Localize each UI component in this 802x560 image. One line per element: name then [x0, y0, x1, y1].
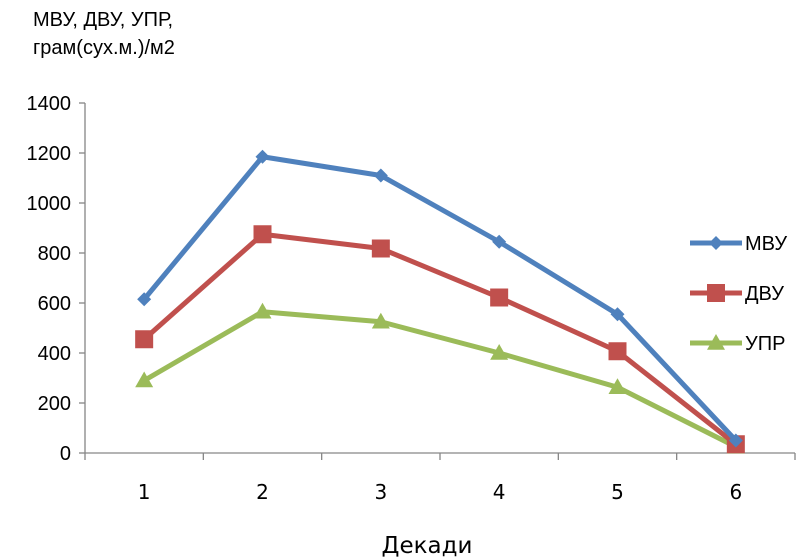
data-point [137, 292, 152, 307]
y-tick-label: 1200 [27, 143, 72, 165]
data-point [608, 378, 627, 394]
y-axis-title-line-1: МВУ, ДВУ, УПР, [33, 9, 174, 31]
data-point [253, 225, 272, 244]
data-point [371, 312, 390, 329]
legend-label: УПР [745, 333, 785, 355]
data-point [490, 344, 509, 360]
legend-label: МВУ [745, 233, 787, 255]
series-layer [135, 149, 745, 454]
x-tick-label: 2 [256, 480, 269, 504]
x-tick-label: 5 [611, 480, 624, 504]
x-tick-label: 3 [374, 480, 387, 504]
x-tick-label: 6 [729, 480, 742, 504]
series-line [141, 154, 739, 443]
series-1 [137, 149, 743, 448]
data-point [610, 307, 625, 322]
y-tick-label: 800 [38, 243, 71, 265]
chart-axes: 0 200 400 600 800 1000 1200 1400 1 2 3 4 5 6 [27, 93, 796, 504]
legend-label: ДВУ [745, 283, 784, 305]
y-tick-label: 600 [38, 293, 71, 315]
legend-item: УПР [690, 333, 785, 355]
chart-legend: МВУ ДВУ УПР [690, 233, 787, 355]
x-axis-title: Декади [382, 533, 473, 559]
y-tick-label: 400 [38, 343, 71, 365]
y-axis-title: МВУ, ДВУ, УПР, грам(сух.м.)/м2 [33, 6, 175, 62]
data-point [490, 288, 509, 307]
data-point [608, 342, 627, 361]
legend-marker [709, 236, 723, 250]
series-3 [135, 302, 745, 454]
legend-item: МВУ [690, 233, 787, 255]
y-axis-title-line-2: грам(сух.м.)/м2 [33, 37, 175, 59]
y-tick-label: 1400 [27, 93, 72, 115]
x-tick-label: 4 [493, 480, 506, 504]
data-point [135, 371, 154, 388]
y-tick-label: 1000 [27, 193, 72, 215]
y-tick-label: 200 [38, 393, 71, 415]
data-point [492, 234, 507, 249]
legend-marker [707, 284, 725, 302]
data-point [253, 302, 272, 319]
data-point [728, 433, 743, 448]
series-line [141, 309, 739, 450]
data-point [255, 149, 270, 164]
y-tick-label: 0 [60, 443, 71, 465]
legend-marker [707, 334, 725, 350]
x-tick-label: 1 [138, 480, 151, 504]
data-point [373, 168, 388, 183]
legend-item: ДВУ [690, 283, 784, 305]
data-point [135, 330, 154, 349]
series-line [141, 231, 739, 447]
data-point [371, 239, 390, 258]
